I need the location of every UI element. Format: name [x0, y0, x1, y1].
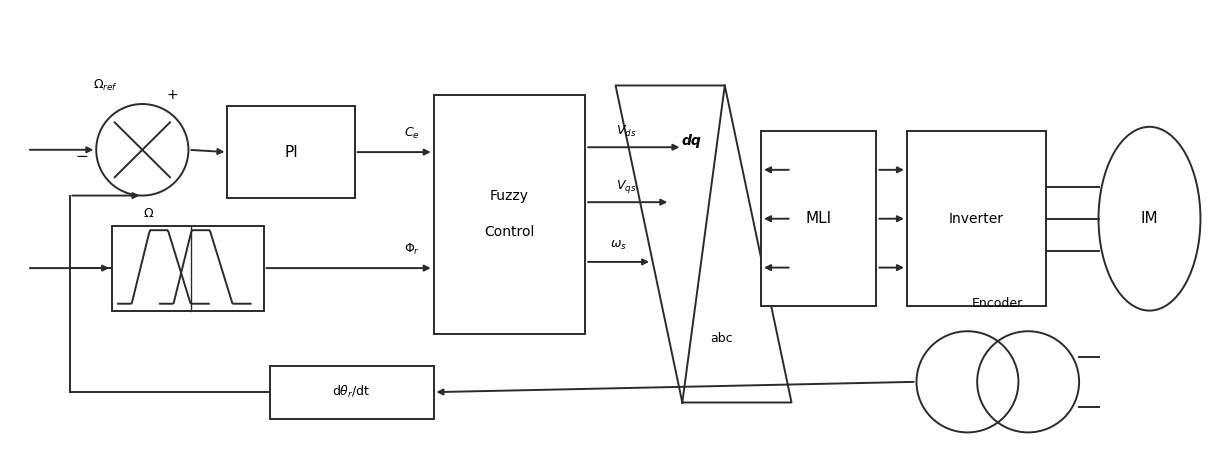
Text: $V_{qs}$: $V_{qs}$ [616, 178, 636, 194]
Text: IM: IM [1141, 211, 1158, 226]
Text: $\omega_s$: $\omega_s$ [610, 239, 627, 252]
Text: abc: abc [711, 332, 733, 345]
Bar [761, 132, 876, 306]
Bar [907, 132, 1046, 306]
Text: PI: PI [284, 145, 297, 159]
Text: d$\theta_r$/dt: d$\theta_r$/dt [333, 384, 371, 400]
Text: dq: dq [681, 133, 701, 147]
Bar [434, 95, 585, 333]
Text: Control: Control [484, 226, 535, 239]
Bar [227, 106, 355, 198]
Text: MLI: MLI [806, 211, 831, 226]
Text: $V_{ds}$: $V_{ds}$ [616, 124, 636, 139]
Text: +: + [167, 88, 178, 102]
Text: $\Phi_r$: $\Phi_r$ [403, 242, 419, 257]
Text: Inverter: Inverter [950, 212, 1004, 226]
Text: $\Omega_{ref}$: $\Omega_{ref}$ [94, 78, 118, 93]
Bar [112, 226, 263, 311]
Text: Fuzzy: Fuzzy [490, 189, 529, 203]
Text: $C_e$: $C_e$ [403, 126, 419, 141]
Polygon shape [616, 86, 791, 403]
Text: $\Omega$: $\Omega$ [143, 207, 154, 220]
Text: Encoder: Encoder [973, 297, 1024, 310]
Text: −: − [76, 149, 88, 164]
Bar [269, 366, 434, 419]
